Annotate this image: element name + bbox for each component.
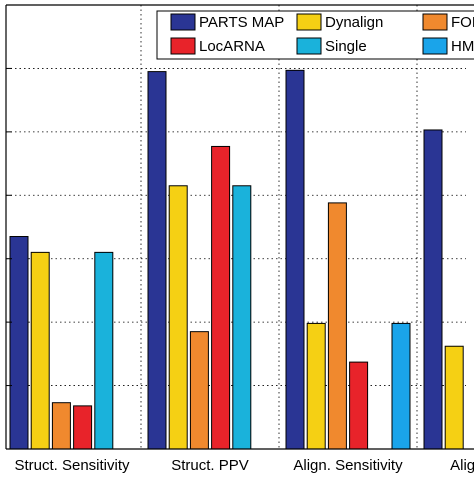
legend-swatch-dynalign xyxy=(296,13,322,31)
legend-swatch-foldalign xyxy=(422,13,448,31)
x-tick-label-struct-sensitivity: Struct. Sensitivity xyxy=(14,457,130,474)
legend-label-dynalign: Dynalign xyxy=(325,14,383,31)
legend-label-hmms: HMM xyxy=(451,38,474,55)
bar-parts-map-struct-sensitivity xyxy=(9,236,29,450)
legend-swatch-parts-map xyxy=(170,13,196,31)
grid-lines xyxy=(6,5,466,449)
x-tick-label-align-ppv: Align. PPV xyxy=(450,457,474,474)
bar-single-struct-sensitivity xyxy=(94,251,114,450)
bar-single-struct-ppv xyxy=(232,185,252,450)
legend-label-foldalign: FOL xyxy=(451,14,474,31)
bar-locarna-struct-ppv xyxy=(211,145,231,450)
bar-hmms-align-sensitivity xyxy=(391,322,411,450)
bar-parts-map-align-sensitivity xyxy=(285,69,305,450)
x-tick-labels: Struct. Sensitivity Struct. PPV Align. Sen… xyxy=(14,457,474,474)
legend-label-parts-map: PARTS MAP xyxy=(199,14,284,31)
x-tick-label-align-sensitivity: Align. Sensitivity xyxy=(293,457,403,474)
bar-dynalign-align-ppv xyxy=(444,345,464,450)
legend-label-locarna: LocARNA xyxy=(199,38,265,55)
bar-foldalign-align-sensitivity xyxy=(327,202,347,450)
bar-foldalign-struct-ppv xyxy=(189,331,209,450)
x-tick-label-struct-ppv: Struct. PPV xyxy=(171,457,249,474)
bar-dynalign-align-sensitivity xyxy=(306,322,326,450)
bar-dynalign-struct-ppv xyxy=(168,185,188,450)
bar-locarna-struct-sensitivity xyxy=(73,405,93,450)
bar-locarna-align-sensitivity xyxy=(349,361,369,450)
bar-foldalign-struct-sensitivity xyxy=(51,402,71,450)
bars xyxy=(9,69,464,450)
legend-swatch-locarna xyxy=(170,37,196,55)
legend-label-single: Single xyxy=(325,38,367,55)
bar-dynalign-struct-sensitivity xyxy=(30,251,50,450)
bar-parts-map-struct-ppv xyxy=(147,71,167,450)
legend-swatch-single xyxy=(296,37,322,55)
legend-swatch-hmms xyxy=(422,37,448,55)
legend: PARTS MAP Dynalign FOL LocARNA Single HMM xyxy=(156,10,474,60)
bar-parts-map-align-ppv xyxy=(423,129,443,450)
axes xyxy=(5,4,474,450)
